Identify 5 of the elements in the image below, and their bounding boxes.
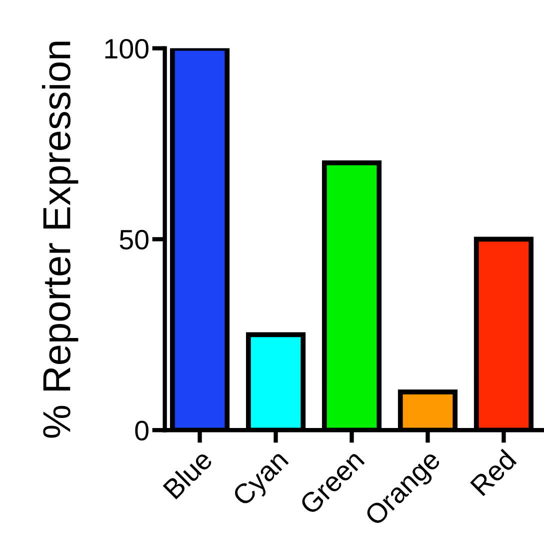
y-tick-label: 50 bbox=[120, 230, 148, 250]
y-tick-label: 100 bbox=[105, 38, 148, 59]
y-axis-title: % Reporter Expression bbox=[42, 42, 78, 438]
y-tick-label: 0 bbox=[135, 420, 148, 440]
x-tick-label: Blue bbox=[162, 448, 214, 500]
